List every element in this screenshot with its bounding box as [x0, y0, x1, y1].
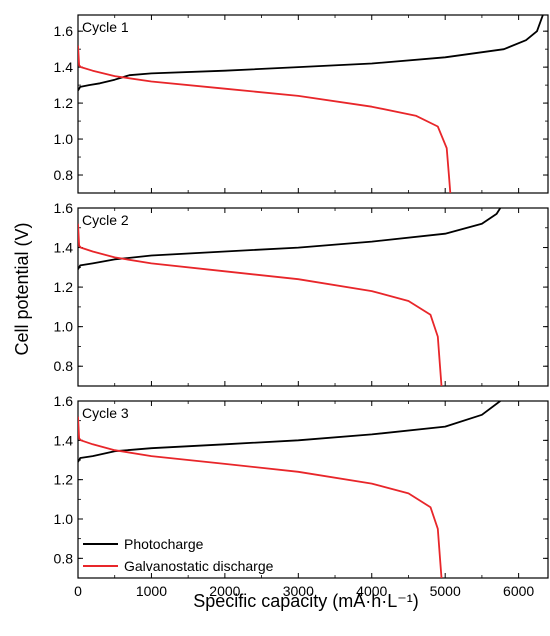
labels-layer: 0.8 1.0 1.2 1.4 1.6 Cycle 1 0.8 1.0 1.2 1.4 1.6 Cyc… [54, 19, 535, 599]
photocharge-line [78, 208, 502, 270]
panel-label: Cycle 3 [82, 405, 129, 421]
y-tick-label: 1.2 [54, 472, 74, 488]
y-axis-title: Cell potential (V) [12, 222, 32, 355]
panel-label: Cycle 1 [82, 19, 129, 35]
panel-frame [77, 207, 549, 387]
discharge-line [78, 223, 443, 386]
x-tick-label: 5000 [430, 583, 461, 599]
x-tick-label: 1000 [136, 583, 167, 599]
legend-label: Photocharge [124, 536, 204, 552]
y-tick-label: 0.8 [54, 550, 74, 566]
y-tick-label: 1.4 [54, 432, 74, 448]
x-tick-label: 2000 [209, 583, 240, 599]
x-tick-label: 6000 [503, 583, 534, 599]
y-tick-label: 1.6 [54, 393, 74, 409]
y-tick-label: 0.8 [54, 167, 74, 183]
y-tick-label: 1.6 [54, 23, 74, 39]
panel-frame [77, 14, 549, 194]
y-tick-label: 1.4 [54, 59, 74, 75]
panel-label: Cycle 2 [82, 212, 129, 228]
y-tick-label: 1.4 [54, 240, 74, 256]
photocharge-line [78, 401, 501, 463]
x-tick-label: 3000 [283, 583, 314, 599]
y-tick-label: 1.0 [54, 131, 74, 147]
x-axis-title: Specific capacity (mA·h·L⁻¹) [193, 591, 419, 611]
discharge-line [78, 45, 452, 193]
y-tick-label: 1.6 [54, 200, 74, 216]
discharge-line [78, 416, 443, 578]
axes-layer [77, 14, 549, 579]
y-tick-label: 1.2 [54, 95, 74, 111]
x-tick-label: 0 [74, 583, 82, 599]
legend-label: Galvanostatic discharge [124, 558, 274, 574]
y-tick-label: 0.8 [54, 358, 74, 374]
photocharge-line [78, 15, 544, 91]
x-tick-label: 4000 [356, 583, 387, 599]
panel-frame [77, 400, 549, 579]
y-tick-label: 1.0 [54, 319, 74, 335]
y-tick-label: 1.0 [54, 511, 74, 527]
series-layer [78, 15, 544, 578]
y-tick-label: 1.2 [54, 279, 74, 295]
